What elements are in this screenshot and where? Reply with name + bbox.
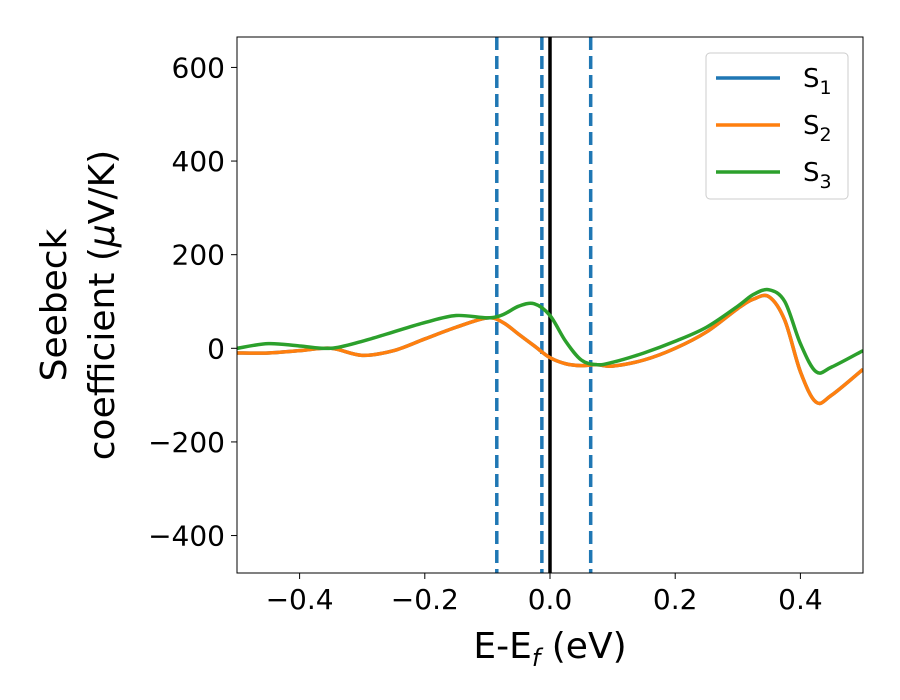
y-axis-label: Seebeck coefficient (μV/K) (34, 150, 123, 460)
y-tick-label: 0 (207, 332, 225, 365)
y-tick-label: 400 (172, 145, 225, 178)
y-tick-label: 200 (172, 239, 225, 272)
y-tick-label: 600 (172, 51, 225, 84)
legend: S1 S2 S3 (705, 52, 849, 200)
y-tick-label: −400 (148, 520, 225, 553)
legend-label-s2: S2 (803, 111, 832, 146)
plot-area (236, 36, 864, 574)
x-axis: −0.4 −0.2 0.0 0.2 0.4 (266, 573, 823, 616)
series-line-s3 (237, 287, 863, 375)
y-axis-label-line2: coefficient (μV/K) (82, 150, 123, 460)
reference-lines (495, 37, 593, 573)
y-axis-label-line1: Seebeck (34, 228, 75, 381)
series-lines (237, 287, 863, 406)
x-tick-label: −0.4 (266, 583, 334, 616)
x-tick-label: 0.4 (778, 583, 823, 616)
series-line-s2 (237, 293, 863, 406)
y-axis: −400 −200 0 200 400 600 (148, 51, 237, 553)
x-tick-label: −0.2 (391, 583, 459, 616)
legend-label-s1: S1 (803, 64, 832, 99)
y-tick-label: −200 (148, 426, 225, 459)
legend-label-s3: S3 (803, 158, 832, 193)
x-tick-label: 0.2 (653, 583, 698, 616)
x-tick-label: 0.0 (528, 583, 573, 616)
x-axis-label: E-Ef (eV) (473, 626, 626, 672)
